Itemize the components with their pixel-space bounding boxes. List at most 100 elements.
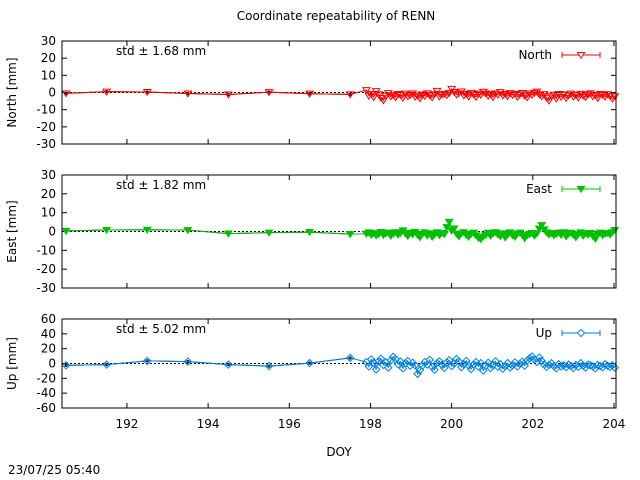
data-point [384,363,393,372]
data-point [345,231,355,239]
plot-frame [61,174,617,289]
std-annotation: std ± 1.82 mm [116,178,206,192]
data-point [610,93,620,101]
data-point [457,362,466,372]
data-point [449,225,459,233]
figure-title: Coordinate repeatability of RENN [237,9,436,23]
std-annotation: std ± 1.68 mm [116,44,206,58]
data-point [398,94,408,103]
data-point [366,355,376,364]
data-point [376,354,386,363]
data-point [264,89,274,97]
data-point [102,360,111,369]
data-point [388,92,398,100]
data-point [224,360,233,369]
data-point [305,229,315,237]
data-point [442,358,452,367]
x-tick-label: 204 [603,417,626,431]
data-point [525,90,535,98]
data-point [610,226,620,235]
data-point [447,361,456,371]
data-point [264,361,274,371]
data-point [391,94,401,102]
data-point [505,90,515,98]
plot-frame [61,40,617,145]
data-point [374,91,384,99]
data-point [142,226,152,234]
east-panel: 30 20 10 0 -10 -20 -30 East [mm] std ± 1.82 mm Ea… [5,168,620,295]
x-tick-label: 192 [115,417,138,431]
y-tick-label: -10 [36,243,56,257]
data-point [474,362,483,371]
y-tick-label: 60 [41,312,56,326]
legend-label: East [526,182,552,196]
data-point [61,227,71,236]
data-point [549,91,559,99]
std-annotation: std ± 5.02 mm [116,322,206,336]
north-panel: 30 20 10 0 -10 -20 -30 North [mm] std ± 1.68 mm N… [5,34,620,151]
data-point [490,90,500,98]
data-point [264,229,274,237]
data-point [369,358,379,368]
data-point [593,95,603,103]
x-tick-label: 202 [521,417,544,431]
data-point [602,91,612,99]
x-tick-label: 194 [197,417,220,431]
legend-marker [576,51,586,60]
data-point [561,362,571,372]
legend-label: Up [536,326,552,340]
data-point [444,218,454,227]
data-point [305,90,315,98]
data-point [508,361,517,370]
data-point [583,360,593,369]
legend-marker [576,185,586,194]
y-axis-label: Up [mm] [5,337,19,390]
data-point [481,90,491,98]
data-point [454,357,464,366]
data-point [393,359,403,369]
x-tick-label: 200 [440,417,463,431]
data-point [410,361,420,370]
data-point [525,354,534,363]
data-point [544,360,554,370]
data-point [600,359,610,369]
data-point [478,88,488,96]
data-point [469,360,478,369]
data-point [183,357,193,366]
data-point [598,362,607,372]
data-point [369,94,379,102]
data-point [459,359,469,369]
data-point [396,357,405,366]
data-point [486,363,495,373]
data-point [386,356,396,365]
data-point [345,353,355,363]
data-point [569,363,578,373]
data-point [598,91,608,100]
data-point [586,361,595,370]
data-point [556,362,566,371]
data-point [442,224,452,232]
data-point [534,353,544,362]
data-point [364,362,374,371]
y-tick-label: 10 [41,68,56,82]
y-tick-label: 40 [41,327,56,341]
data-point [491,356,500,366]
data-point [476,358,486,368]
y-tick-label: -60 [36,401,56,415]
data-point [532,230,542,238]
data-point [374,356,383,366]
data-point [573,94,583,102]
data-point [488,360,498,370]
legend-marker [576,328,586,338]
data-point [440,363,449,373]
legend-label: North [518,48,552,62]
data-point [578,92,588,100]
data-point [61,361,71,370]
data-point [439,231,449,239]
y-tick-label: -20 [36,262,56,276]
y-axis-label: East [mm] [5,200,19,262]
data-point [361,87,371,95]
data-point [573,362,583,372]
data-point [425,92,435,100]
